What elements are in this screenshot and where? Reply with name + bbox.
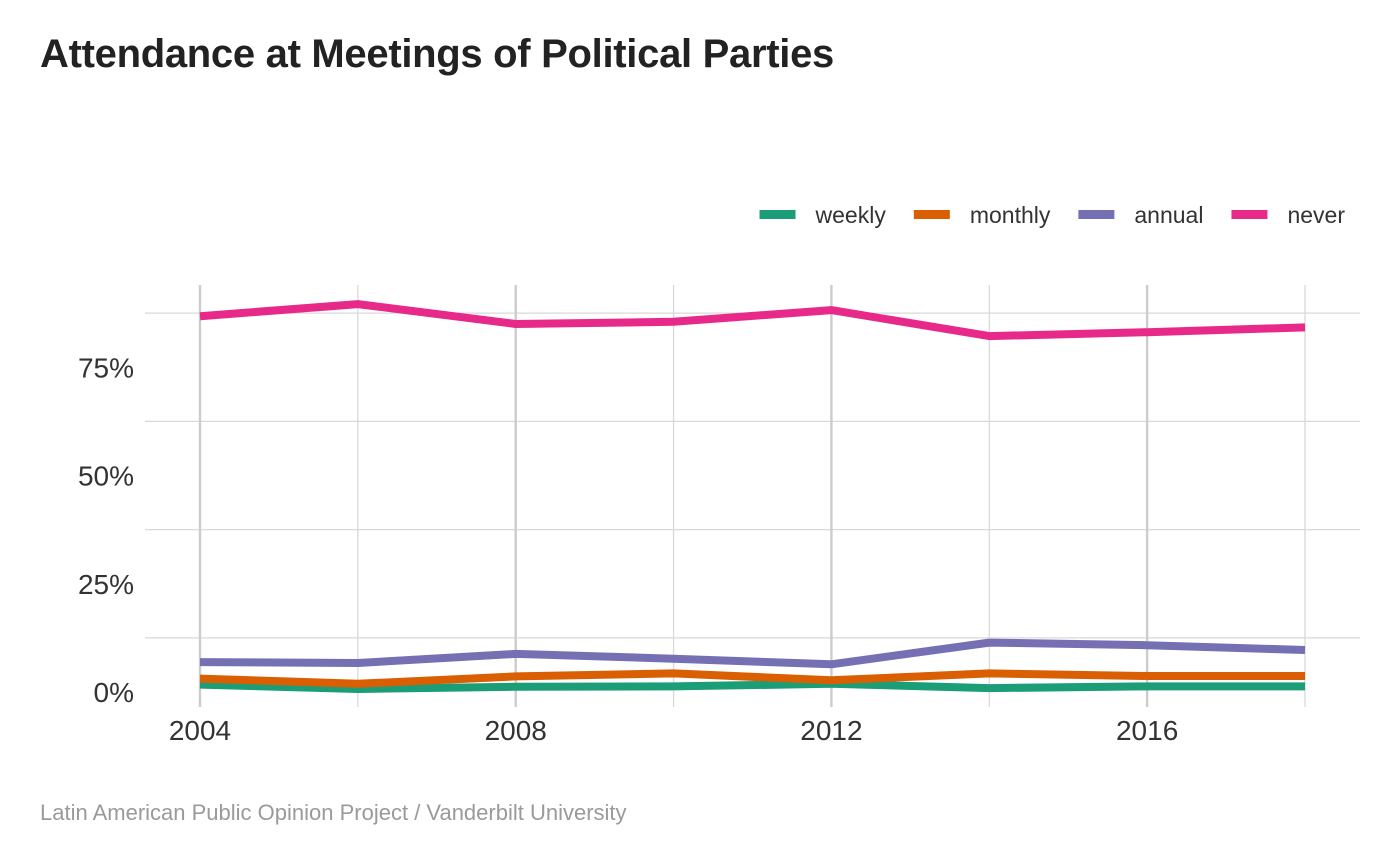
legend-label-weekly: weekly [815, 202, 887, 228]
x-tick-label: 2004 [169, 715, 231, 746]
legend-swatch-monthly [913, 210, 950, 219]
grid-lines [145, 285, 1360, 707]
legend-swatch-weekly [759, 210, 796, 219]
legend: never annual monthly weekly [759, 202, 1345, 228]
series-lines [199, 300, 1306, 693]
y-tick-label: 75% [78, 352, 134, 383]
y-tick-label: 50% [78, 461, 134, 492]
x-tick-label: 2012 [800, 715, 862, 746]
x-axis-tick-labels: 2004 2008 2012 2016 [169, 715, 1178, 746]
x-tick-label: 2016 [1116, 715, 1178, 746]
series-line-monthly [199, 669, 1305, 688]
series-line-never [199, 300, 1306, 341]
x-tick-label: 2008 [485, 715, 547, 746]
y-tick-label: 25% [78, 569, 134, 600]
legend-label-annual: annual [1134, 202, 1203, 228]
series-line-annual [199, 638, 1306, 669]
legend-swatch-annual [1078, 210, 1115, 219]
legend-label-never: never [1287, 202, 1345, 228]
y-axis-tick-labels: 0% 25% 50% 75% [78, 352, 134, 708]
y-tick-label: 0% [94, 677, 134, 708]
source-caption: Latin American Public Opinion Project / … [40, 800, 627, 825]
legend-swatch-never [1231, 210, 1268, 219]
series-line-weekly [199, 679, 1305, 693]
legend-label-monthly: monthly [970, 202, 1051, 228]
chart-title: Attendance at Meetings of Political Part… [40, 32, 834, 76]
